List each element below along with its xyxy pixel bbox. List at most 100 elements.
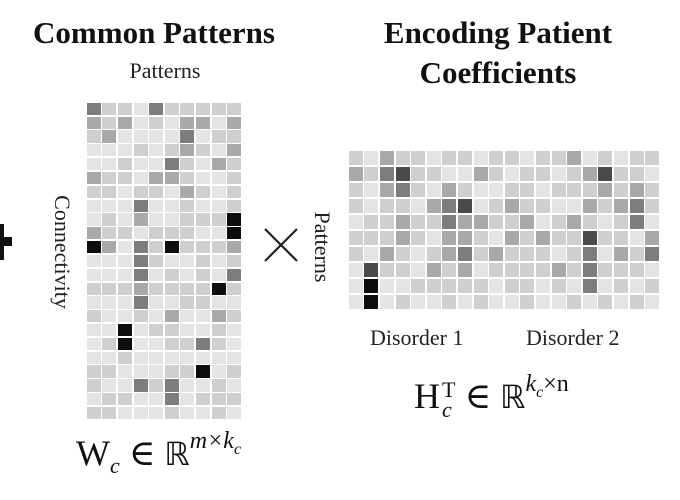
h-matrix-cell <box>411 150 426 166</box>
h-matrix-cell <box>348 150 363 166</box>
w-matrix-cell <box>86 393 101 406</box>
w-matrix-cell <box>149 365 164 378</box>
h-matrix-cell <box>598 198 613 214</box>
w-matrix-cell <box>211 282 226 295</box>
w-matrix-cell <box>149 227 164 240</box>
h-matrix-cell <box>458 166 472 182</box>
h-matrix-cell <box>536 214 550 230</box>
h-matrix-cell <box>582 214 597 230</box>
w-matrix-cell <box>164 282 179 295</box>
w-matrix-cell <box>149 406 164 420</box>
h-matrix-cell <box>551 278 566 294</box>
h-matrix-cell <box>520 246 535 262</box>
w-matrix-cell <box>211 393 226 406</box>
w-matrix-cell <box>86 227 101 240</box>
h-matrix-cell <box>426 278 441 294</box>
h-matrix-cell <box>551 230 566 246</box>
h-matrix-cell <box>411 198 426 214</box>
h-matrix-cell <box>364 230 379 246</box>
w-matrix-cell <box>86 296 101 309</box>
w-matrix-cell <box>118 310 132 323</box>
w-matrix-cell <box>196 102 210 116</box>
h-matrix-cell <box>598 214 613 230</box>
w-matrix-cell <box>211 337 226 351</box>
h-matrix-cell <box>411 166 426 182</box>
w-matrix-cell <box>102 296 117 309</box>
w-matrix-cell <box>149 199 164 212</box>
h-matrix-cell <box>442 166 457 182</box>
w-matrix-cell <box>211 185 226 198</box>
h-matrix-cell <box>614 198 628 214</box>
w-matrix-cell <box>118 337 132 351</box>
w-matrix-cell <box>149 393 164 406</box>
h-matrix-cell <box>442 230 457 246</box>
w-matrix-cell <box>102 130 117 143</box>
h-matrix-cell <box>567 182 582 198</box>
h-matrix-cell <box>629 214 644 230</box>
w-matrix-cell <box>149 351 164 364</box>
w-matrix-cell <box>102 282 117 295</box>
w-matrix-cell <box>196 406 210 420</box>
h-matrix-cell <box>614 246 628 262</box>
w-matrix-cell <box>149 324 164 337</box>
h-matrix-cell <box>614 230 628 246</box>
h-matrix-cell <box>645 262 660 278</box>
h-matrix-cell <box>395 198 410 214</box>
h-matrix-cell <box>442 294 457 310</box>
w-matrix-cell <box>86 282 101 295</box>
w-matrix-cell <box>180 213 195 226</box>
h-exponent-subscript: c <box>536 383 544 401</box>
h-matrix-cell <box>598 182 613 198</box>
h-matrix-cell <box>458 278 472 294</box>
h-matrix-cell <box>426 150 441 166</box>
w-matrix-cell <box>133 116 148 129</box>
w-matrix-cell <box>86 406 101 420</box>
w-matrix-cell <box>133 102 148 116</box>
w-matrix-cell <box>118 268 132 281</box>
h-matrix-cell <box>582 166 597 182</box>
h-matrix-cell <box>567 294 582 310</box>
h-matrix-cell <box>426 294 441 310</box>
w-matrix-cell <box>211 324 226 337</box>
w-matrix-cell <box>86 199 101 212</box>
w-matrix-cell <box>227 171 242 185</box>
w-matrix-cell <box>149 254 164 268</box>
h-matrix-cell <box>645 166 660 182</box>
h-matrix-cell <box>489 150 504 166</box>
w-matrix-cell <box>118 324 132 337</box>
w-matrix-cell <box>86 130 101 143</box>
w-matrix-cell <box>227 254 242 268</box>
h-matrix-cell <box>489 166 504 182</box>
h-matrix-cell <box>411 214 426 230</box>
w-matrix-cell <box>149 337 164 351</box>
w-matrix-cell <box>164 227 179 240</box>
w-matrix-cell <box>86 268 101 281</box>
w-matrix-cell <box>118 254 132 268</box>
h-matrix-cell <box>348 262 363 278</box>
w-matrix-cell <box>102 171 117 185</box>
h-matrix-cell <box>489 278 504 294</box>
h-matrix-cell <box>458 150 472 166</box>
h-matrix-cell <box>442 214 457 230</box>
w-matrix-cell <box>86 171 101 185</box>
w-matrix-cell <box>196 351 210 364</box>
h-matrix-cell <box>458 198 472 214</box>
w-matrix-cell <box>180 379 195 392</box>
w-matrix-cell <box>196 282 210 295</box>
w-matrix-cell <box>164 254 179 268</box>
w-matrix-cell <box>211 227 226 240</box>
h-matrix-cell <box>504 294 519 310</box>
w-matrix-cell <box>227 241 242 254</box>
w-matrix-cell <box>133 185 148 198</box>
w-matrix-cell <box>227 379 242 392</box>
h-matrix-cell <box>598 294 613 310</box>
real-space-symbol-2: ℝ <box>500 378 526 416</box>
h-matrix-cell <box>520 150 535 166</box>
h-matrix-cell <box>536 246 550 262</box>
h-matrix-cell <box>364 294 379 310</box>
w-matrix-cell <box>118 102 132 116</box>
h-matrix-cell <box>598 230 613 246</box>
w-matrix-cell <box>86 337 101 351</box>
h-matrix-cell <box>598 278 613 294</box>
w-matrix-cell <box>149 282 164 295</box>
